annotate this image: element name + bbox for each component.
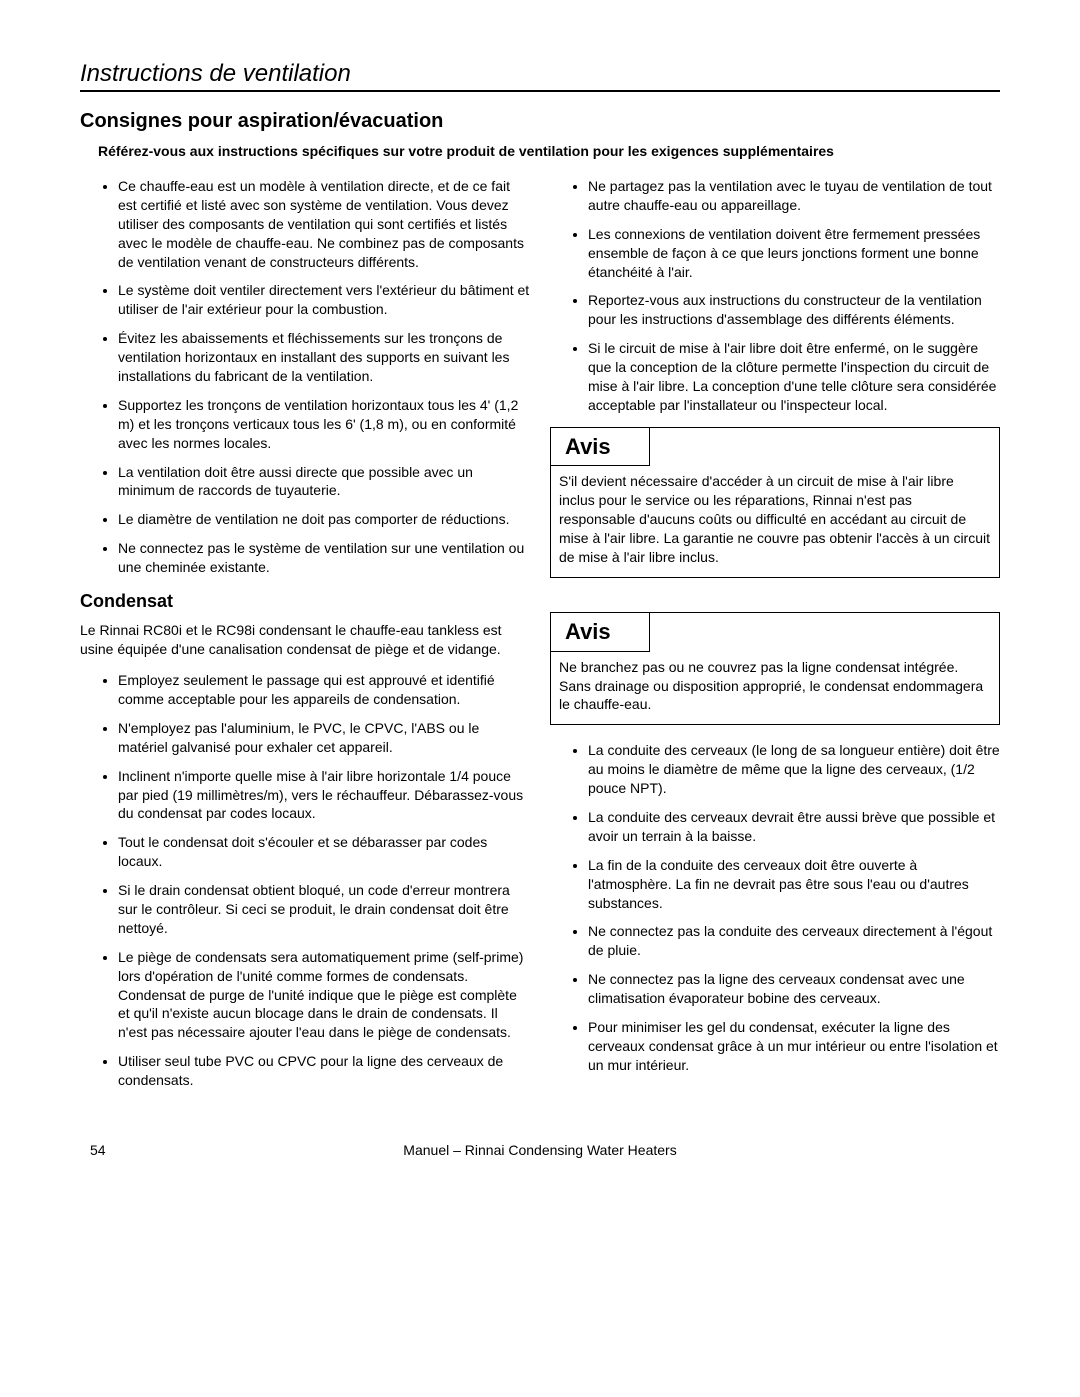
- avis-label: Avis: [551, 613, 650, 652]
- avis-box-1: Avis S'il devient nécessaire d'accéder à…: [550, 427, 1000, 578]
- top-left-column: Ce chauffe-eau est un modèle à ventilati…: [80, 177, 530, 1102]
- footer-text: Manuel – Rinnai Condensing Water Heaters: [140, 1142, 940, 1158]
- reference-note: Référez-vous aux instructions spécifique…: [98, 143, 1000, 159]
- document-title: Instructions de ventilation: [80, 60, 1000, 92]
- list-item: Si le drain condensat obtient bloqué, un…: [118, 881, 530, 938]
- list-item: Le système doit ventiler directement ver…: [118, 281, 530, 319]
- list-item: Ne connectez pas la conduite des cerveau…: [588, 922, 1000, 960]
- list-item: La conduite des cerveaux (le long de sa …: [588, 741, 1000, 798]
- list-item: Utiliser seul tube PVC ou CPVC pour la l…: [118, 1052, 530, 1090]
- avis-box-2: Avis Ne branchez pas ou ne couvrez pas l…: [550, 612, 1000, 725]
- page-number: 54: [90, 1142, 140, 1158]
- list-item: Le diamètre de ventilation ne doit pas c…: [118, 510, 530, 529]
- avis-label: Avis: [551, 428, 650, 467]
- list-item: Inclinent n'importe quelle mise à l'air …: [118, 767, 530, 824]
- list-item: La conduite des cerveaux devrait être au…: [588, 808, 1000, 846]
- list-item: La ventilation doit être aussi directe q…: [118, 463, 530, 501]
- list-item: Supportez les tronçons de ventilation ho…: [118, 396, 530, 453]
- list-item: Ne connectez pas la ligne des cerveaux c…: [588, 970, 1000, 1008]
- list-item: Reportez-vous aux instructions du constr…: [588, 291, 1000, 329]
- top-columns: Ce chauffe-eau est un modèle à ventilati…: [80, 177, 1000, 1102]
- avis-body: Ne branchez pas ou ne couvrez pas la lig…: [551, 652, 999, 725]
- condensat-intro: Le Rinnai RC80i et le RC98i condensant l…: [80, 621, 530, 659]
- list-item: Le piège de condensats sera automatiquem…: [118, 948, 530, 1042]
- top-right-column: Ne partagez pas la ventilation avec le t…: [550, 177, 1000, 1102]
- list-item: Ce chauffe-eau est un modèle à ventilati…: [118, 177, 530, 271]
- condensat-heading: Condensat: [80, 589, 530, 613]
- top-left-bullets: Ce chauffe-eau est un modèle à ventilati…: [80, 177, 530, 577]
- list-item: N'employez pas l'aluminium, le PVC, le C…: [118, 719, 530, 757]
- footer-spacer: [940, 1142, 990, 1158]
- avis-body: S'il devient nécessaire d'accéder à un c…: [551, 466, 999, 576]
- top-right-bullets: Ne partagez pas la ventilation avec le t…: [550, 177, 1000, 415]
- list-item: Évitez les abaissements et fléchissement…: [118, 329, 530, 386]
- list-item: Tout le condensat doit s'écouler et se d…: [118, 833, 530, 871]
- list-item: Pour minimiser les gel du condensat, exé…: [588, 1018, 1000, 1075]
- page-footer: 54 Manuel – Rinnai Condensing Water Heat…: [80, 1142, 1000, 1158]
- list-item: La fin de la conduite des cerveaux doit …: [588, 856, 1000, 913]
- condensat-right-bullets: La conduite des cerveaux (le long de sa …: [550, 741, 1000, 1074]
- list-item: Les connexions de ventilation doivent êt…: [588, 225, 1000, 282]
- section-heading: Consignes pour aspiration/évacuation: [80, 110, 1000, 133]
- list-item: Ne partagez pas la ventilation avec le t…: [588, 177, 1000, 215]
- list-item: Ne connectez pas le système de ventilati…: [118, 539, 530, 577]
- list-item: Employez seulement le passage qui est ap…: [118, 671, 530, 709]
- condensat-left-bullets: Employez seulement le passage qui est ap…: [80, 671, 530, 1090]
- list-item: Si le circuit de mise à l'air libre doit…: [588, 339, 1000, 415]
